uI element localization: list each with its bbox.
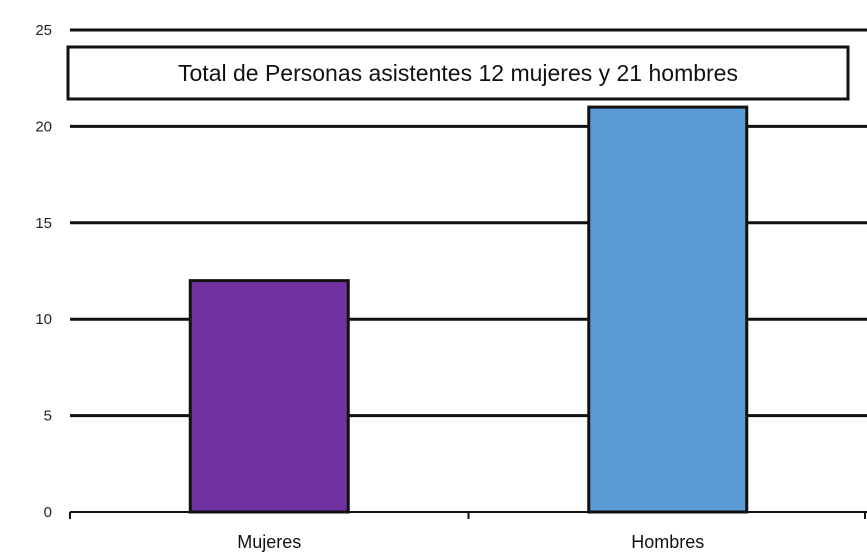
chart-title: Total de Personas asistentes 12 mujeres … — [178, 60, 738, 86]
x-category-label-mujeres: Mujeres — [237, 532, 301, 552]
y-tick-label-5: 5 — [44, 408, 52, 425]
bar-hombres — [587, 105, 749, 514]
chart-title-box: Total de Personas asistentes 12 mujeres … — [66, 45, 850, 101]
y-tick-label-10: 10 — [35, 311, 52, 328]
x-category-labels: Mujeres Hombres — [237, 532, 704, 552]
bars — [188, 105, 749, 514]
y-tick-label-15: 15 — [35, 215, 52, 232]
bar-mujeres — [188, 279, 350, 514]
y-tick-label-25: 25 — [35, 22, 52, 39]
axes — [69, 511, 867, 519]
y-tick-label-20: 20 — [35, 118, 52, 135]
y-tick-labels: 0 5 10 15 20 25 — [35, 22, 52, 521]
x-category-label-hombres: Hombres — [631, 532, 704, 552]
chart-title-frame — [66, 45, 850, 101]
y-tick-label-0: 0 — [44, 504, 52, 521]
